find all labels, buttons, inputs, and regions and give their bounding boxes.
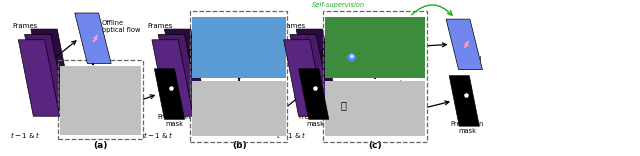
Text: Frames: Frames [280, 23, 306, 29]
Polygon shape [158, 34, 200, 111]
Text: Optical
flow: Optical flow [459, 56, 483, 69]
Polygon shape [19, 40, 60, 116]
Text: Object
segmentation: Object segmentation [348, 98, 403, 117]
Polygon shape [164, 29, 206, 105]
Bar [192, 81, 285, 136]
Bar [192, 17, 285, 78]
Polygon shape [152, 40, 193, 116]
Polygon shape [449, 76, 479, 126]
Polygon shape [24, 34, 66, 111]
Text: $t-1$ & $t$: $t-1$ & $t$ [276, 130, 307, 140]
Text: Self-supervision: Self-supervision [312, 2, 365, 8]
Bar [325, 81, 425, 136]
Text: (c): (c) [369, 141, 382, 150]
Polygon shape [299, 69, 329, 119]
Text: Prediction
mask: Prediction mask [298, 114, 332, 127]
Text: (b): (b) [232, 141, 246, 150]
Text: Offline
optical flow: Offline optical flow [102, 20, 140, 32]
Text: $t-1$ & $t$: $t-1$ & $t$ [143, 130, 174, 140]
Text: Explicit motion
modeling: Explicit motion modeling [345, 30, 405, 49]
Text: 🔥: 🔥 [341, 100, 347, 110]
Polygon shape [290, 34, 332, 111]
Bar [60, 66, 141, 135]
Text: Object
segmentation: Object segmentation [72, 90, 129, 110]
Text: ❅: ❅ [348, 54, 355, 60]
Bar [325, 17, 425, 78]
FancyArrowPatch shape [412, 5, 452, 15]
Text: $t-1$ & $t$: $t-1$ & $t$ [10, 130, 40, 140]
Polygon shape [284, 40, 325, 116]
Text: prompt: prompt [381, 80, 403, 85]
Text: Implicit motion
modeling: Implicit motion modeling [209, 36, 269, 56]
Text: Prediction
mask: Prediction mask [451, 121, 484, 134]
Polygon shape [446, 19, 483, 70]
Text: Frames: Frames [148, 23, 173, 29]
Polygon shape [75, 13, 111, 63]
Text: Object
segmentation: Object segmentation [211, 98, 267, 117]
Bar [190, 11, 287, 142]
Text: Frames: Frames [13, 23, 38, 29]
Bar [323, 11, 427, 142]
Text: Prediction
mask: Prediction mask [158, 114, 191, 127]
Polygon shape [31, 29, 72, 105]
Polygon shape [154, 69, 184, 119]
Text: (a): (a) [93, 141, 108, 150]
Polygon shape [296, 29, 337, 105]
Bar [58, 60, 143, 139]
